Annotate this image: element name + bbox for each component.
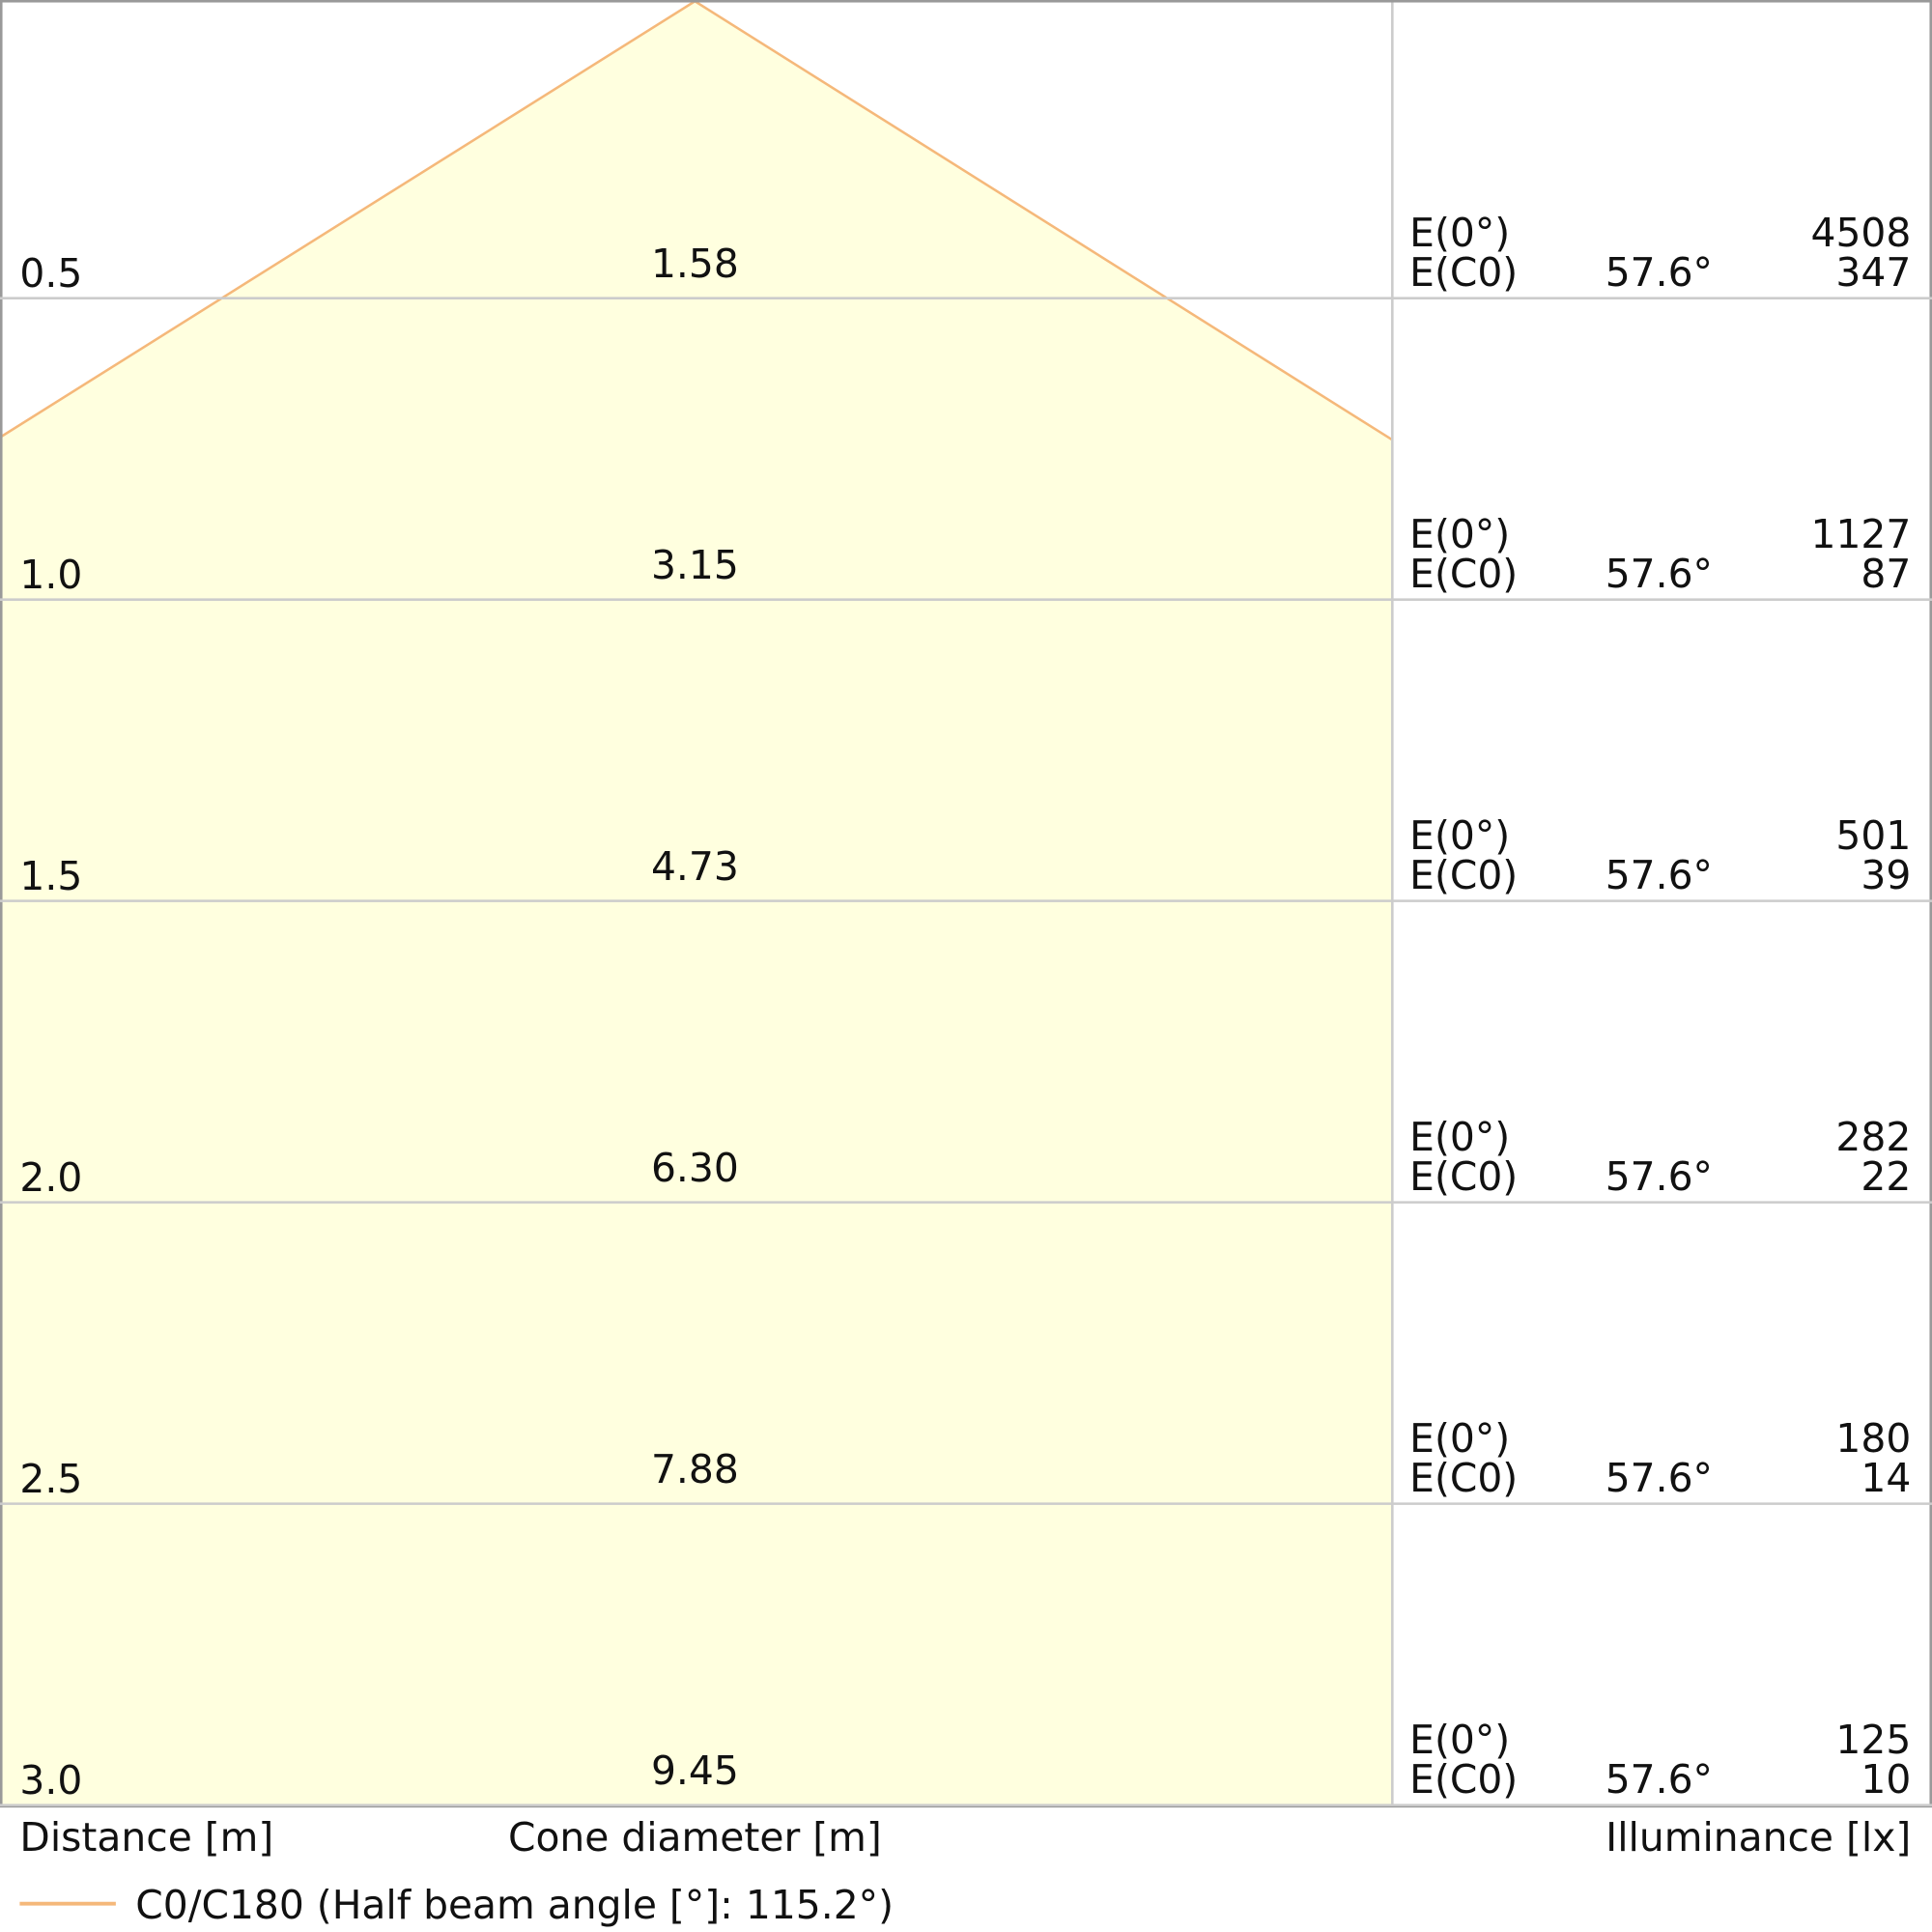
diameter-axis-label: Cone diameter [m] <box>508 1814 882 1861</box>
distance-label: 3.0 <box>19 1757 82 1804</box>
e0-label: E(0°) <box>1409 511 1510 557</box>
e0-value: 125 <box>1835 1717 1911 1763</box>
ec0-value: 10 <box>1861 1756 1911 1803</box>
ec0-label: E(C0) <box>1409 249 1518 296</box>
illuminance-axis-label: Illuminance [lx] <box>1605 1814 1911 1861</box>
ec0-value: 14 <box>1861 1455 1911 1501</box>
ec0-value: 347 <box>1835 249 1911 296</box>
e0-label: E(0°) <box>1409 1415 1510 1462</box>
cone-fill <box>0 1 1393 1806</box>
e0-value: 501 <box>1835 812 1911 859</box>
diameter-label: 7.88 <box>651 1446 739 1492</box>
diameter-label: 6.30 <box>651 1145 739 1191</box>
distance-label: 0.5 <box>19 250 82 297</box>
distance-label: 1.0 <box>19 552 82 598</box>
angle-label: 57.6° <box>1605 1455 1713 1501</box>
distance-label: 2.0 <box>19 1154 82 1201</box>
legend-label: C0/C180 (Half beam angle [°]: 115.2°) <box>135 1882 894 1928</box>
e0-value: 4508 <box>1810 210 1911 256</box>
ec0-label: E(C0) <box>1409 551 1518 597</box>
ec0-label: E(C0) <box>1409 852 1518 898</box>
diameter-label: 9.45 <box>651 1747 739 1794</box>
angle-label: 57.6° <box>1605 551 1713 597</box>
distance-label: 2.5 <box>19 1456 82 1502</box>
diameter-label: 3.15 <box>651 542 739 588</box>
diameter-label: 1.58 <box>651 241 739 287</box>
distance-label: 1.5 <box>19 853 82 899</box>
ec0-value: 22 <box>1861 1153 1911 1200</box>
e0-label: E(0°) <box>1409 210 1510 256</box>
angle-label: 57.6° <box>1605 249 1713 296</box>
ec0-label: E(C0) <box>1409 1756 1518 1803</box>
ec0-value: 87 <box>1861 551 1911 597</box>
angle-label: 57.6° <box>1605 1153 1713 1200</box>
ec0-value: 39 <box>1861 852 1911 898</box>
e0-value: 282 <box>1835 1114 1911 1160</box>
angle-label: 57.6° <box>1605 1756 1713 1803</box>
e0-label: E(0°) <box>1409 1114 1510 1160</box>
e0-value: 1127 <box>1810 511 1911 557</box>
e0-label: E(0°) <box>1409 812 1510 859</box>
angle-label: 57.6° <box>1605 852 1713 898</box>
distance-axis-label: Distance [m] <box>19 1814 273 1861</box>
ec0-label: E(C0) <box>1409 1153 1518 1200</box>
ec0-label: E(C0) <box>1409 1455 1518 1501</box>
diameter-label: 4.73 <box>651 843 739 890</box>
e0-value: 180 <box>1835 1415 1911 1462</box>
e0-label: E(0°) <box>1409 1717 1510 1763</box>
